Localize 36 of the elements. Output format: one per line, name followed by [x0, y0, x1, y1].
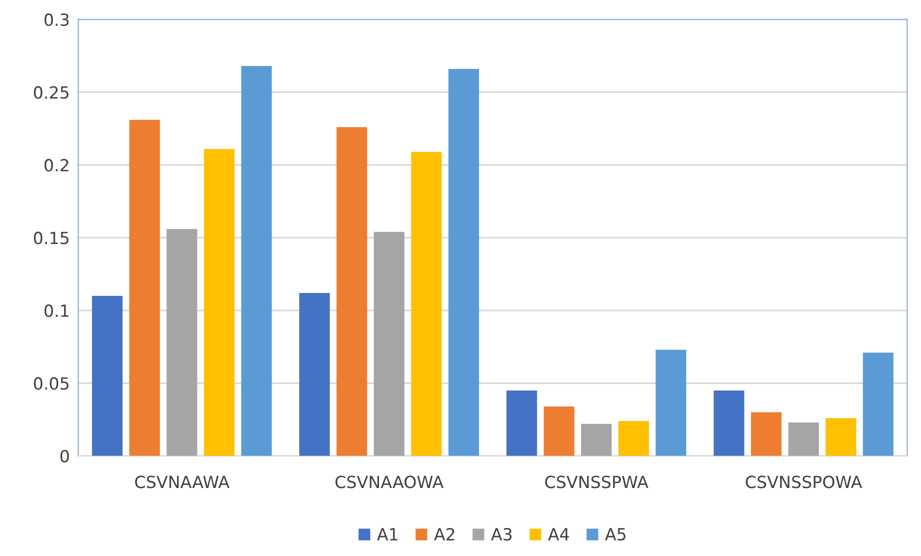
y-tick-label: 0.1: [44, 304, 68, 317]
legend-label: A3: [491, 528, 512, 541]
bar: [336, 127, 368, 456]
bar: [788, 422, 819, 456]
bar: [826, 418, 856, 456]
bar: [299, 292, 330, 456]
bar: [618, 421, 649, 456]
bar: [241, 66, 272, 456]
y-tick-label: 0.15: [34, 232, 68, 244]
bar: [862, 352, 894, 456]
x-tick-label: CSVNAAOWA: [335, 476, 444, 488]
bar: [714, 390, 744, 456]
y-tick-label: 0.25: [34, 86, 68, 99]
y-tick-label: 0: [60, 450, 69, 462]
y-tick-label: 0.2: [44, 158, 68, 172]
bar: [656, 350, 686, 456]
bar: [129, 120, 160, 456]
bar: [92, 296, 123, 456]
bar: [750, 412, 782, 456]
bar: [166, 228, 198, 456]
bar: [506, 390, 538, 456]
x-tick-label: CSVNAAWA: [135, 476, 230, 488]
legend-label: A1: [377, 528, 398, 540]
legend-label: A2: [434, 528, 454, 540]
legend-label: A5: [605, 528, 626, 541]
y-tick-label: 0.05: [34, 377, 68, 390]
x-tick-label: CSVNSSPOWA: [746, 476, 862, 488]
legend-label: A4: [548, 528, 569, 540]
bar: [544, 406, 574, 456]
bar: [581, 424, 612, 456]
x-tick-label: CSVNSSPWA: [545, 476, 648, 488]
bar: [204, 148, 234, 456]
bar: [411, 152, 442, 456]
bar: [374, 232, 404, 456]
bar: [448, 68, 480, 456]
y-tick-label: 0.3: [44, 13, 69, 26]
